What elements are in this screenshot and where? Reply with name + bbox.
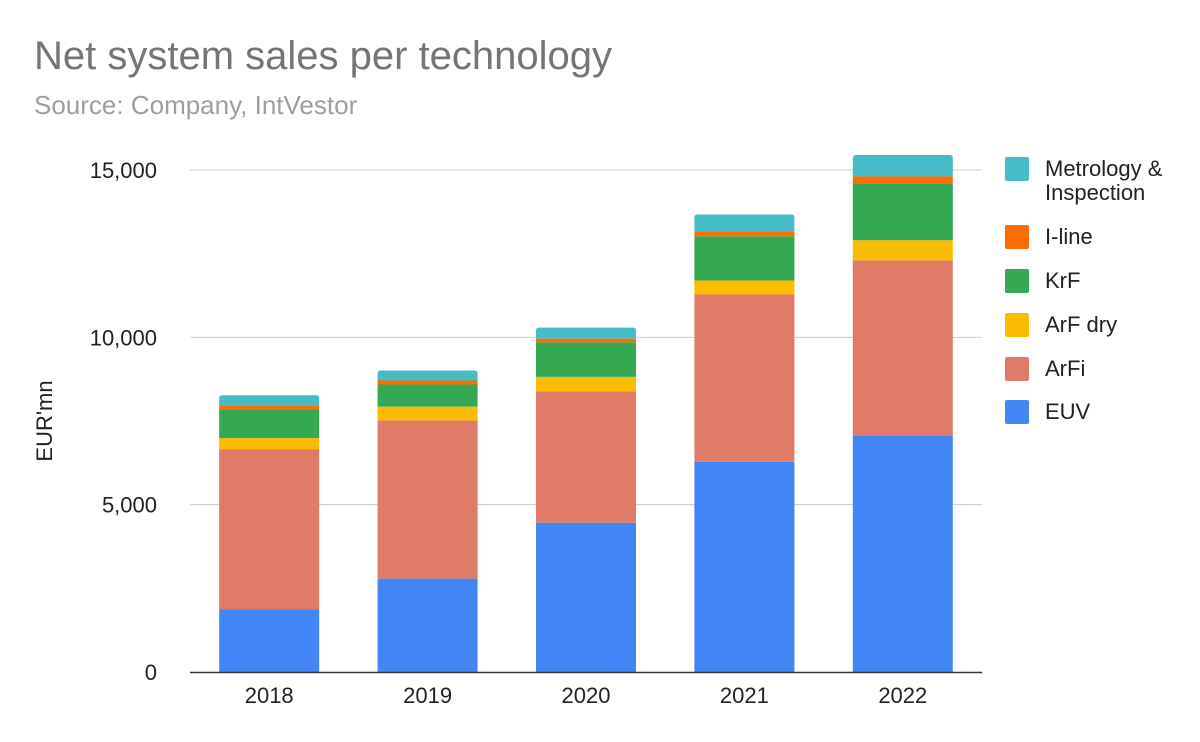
legend-item: Metrology & Inspection [1005, 156, 1163, 205]
chart-subtitle: Source: Company, IntVestor [34, 90, 358, 120]
bar-segment-euv-2022 [852, 436, 953, 672]
legend-label: Metrology & Inspection [1045, 156, 1163, 205]
legend-label: EUV [1045, 399, 1091, 424]
bar-segment-euv-2019 [377, 578, 478, 672]
bar-segment-arfi-2021 [694, 294, 795, 462]
legend-swatch [1005, 157, 1029, 181]
legend-swatch [1005, 400, 1029, 424]
y-tick-label: 5,000 [102, 493, 157, 518]
bar-segment-arf-dry-2020 [536, 376, 636, 392]
bar-segment-arfi-2022 [852, 260, 953, 437]
bars [219, 154, 953, 672]
bar-segment-arfi-2020 [536, 391, 636, 523]
bar-segment-i-line-2022 [852, 176, 953, 185]
legend-label: ArFi [1045, 356, 1085, 381]
x-tick-label: 2021 [720, 683, 769, 708]
legend: Metrology & Inspection I-line KrF ArF dry ArF… [1005, 156, 1163, 424]
bar-segment-arf-dry-2019 [377, 406, 478, 421]
legend-swatch [1005, 225, 1029, 249]
bar-segment-krf-2018 [219, 409, 320, 439]
bar-segment-metrology-inspection-2020 [536, 327, 636, 339]
legend-swatch [1005, 269, 1029, 293]
bar-segment-metrology-inspection-2021 [694, 214, 795, 232]
bar-segment-metrology-inspection-2022 [852, 154, 953, 177]
x-tick-label: 2019 [403, 683, 452, 708]
legend-label: KrF [1045, 268, 1080, 293]
legend-item: EUV [1005, 399, 1091, 424]
legend-swatch [1005, 357, 1029, 381]
legend-item: ArFi [1005, 356, 1085, 381]
chart-title: Net system sales per technology [34, 34, 613, 78]
y-tick-label: 0 [145, 660, 157, 685]
bar-segment-krf-2020 [536, 342, 636, 377]
bar-segment-metrology-inspection-2018 [219, 395, 320, 406]
bar-segment-euv-2018 [219, 609, 320, 672]
bar-segment-i-line-2019 [377, 380, 478, 385]
bar-segment-i-line-2020 [536, 338, 636, 343]
legend-swatch [1005, 313, 1029, 337]
bar-segment-euv-2021 [694, 461, 795, 672]
bar-segment-arf-dry-2022 [852, 240, 953, 261]
bar-segment-krf-2019 [377, 384, 478, 407]
y-axis-ticks: 0 5,000 10,000 15,000 [90, 158, 157, 685]
x-axis-ticks: 2018 2019 2020 2021 2022 [245, 683, 928, 708]
legend-item: I-line [1005, 224, 1093, 249]
x-tick-label: 2020 [562, 683, 611, 708]
y-tick-label: 10,000 [90, 325, 157, 350]
bar-segment-krf-2022 [852, 184, 953, 241]
bar-segment-arfi-2019 [377, 420, 478, 579]
legend-label: ArF dry [1045, 312, 1117, 337]
legend-item: KrF [1005, 268, 1080, 293]
y-axis-title: EUR'mn [32, 380, 57, 461]
x-tick-label: 2022 [878, 683, 927, 708]
bar-segment-i-line-2021 [694, 231, 795, 237]
bar-segment-arf-dry-2018 [219, 438, 320, 450]
bar-segment-arf-dry-2021 [694, 280, 795, 295]
bar-segment-i-line-2018 [219, 405, 320, 410]
bar-segment-krf-2021 [694, 236, 795, 281]
y-tick-label: 15,000 [90, 158, 157, 183]
bar-segment-arfi-2018 [219, 449, 320, 610]
legend-item: ArF dry [1005, 312, 1117, 337]
legend-label: I-line [1045, 224, 1093, 249]
bar-segment-metrology-inspection-2019 [377, 370, 478, 381]
x-tick-label: 2018 [245, 683, 294, 708]
bar-segment-euv-2020 [536, 522, 636, 672]
